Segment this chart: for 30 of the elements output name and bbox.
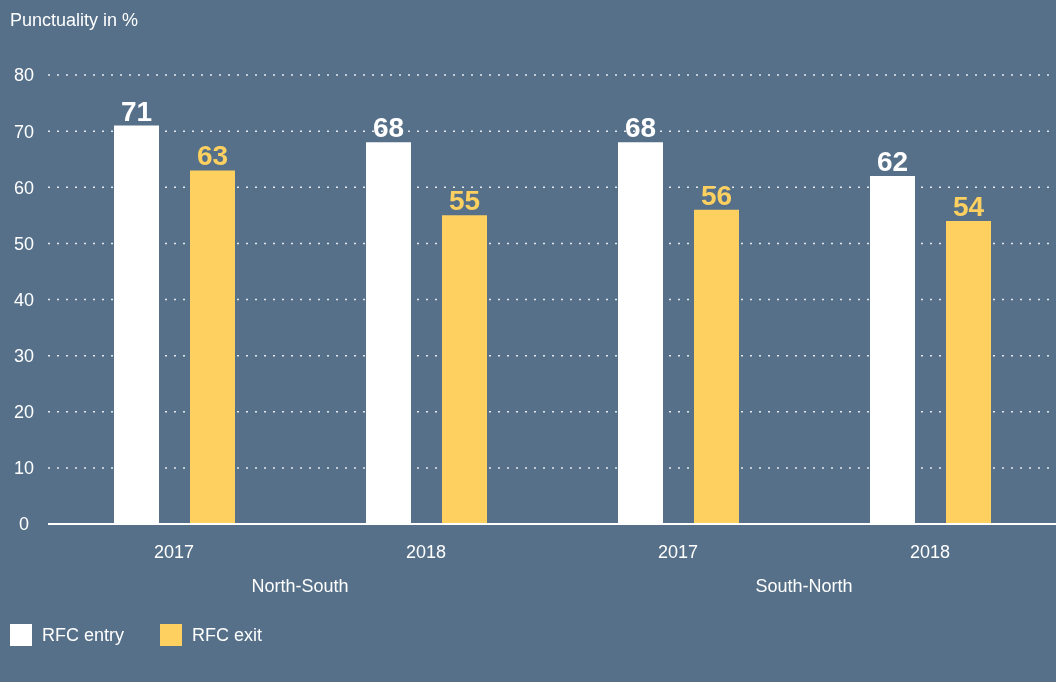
x-tick-label: 2018 bbox=[909, 542, 951, 562]
data-label: 56 bbox=[700, 179, 733, 211]
bar bbox=[442, 215, 487, 524]
data-label: 68 bbox=[372, 112, 405, 144]
y-tick-label: 60 bbox=[13, 177, 35, 198]
data-label: 55 bbox=[448, 185, 481, 217]
chart-title: Punctuality in % bbox=[10, 10, 139, 31]
bar bbox=[190, 170, 235, 524]
x-tick-label: 2017 bbox=[153, 542, 195, 562]
y-tick-label: 20 bbox=[13, 402, 35, 423]
data-label: 54 bbox=[952, 190, 985, 222]
data-label: 62 bbox=[876, 146, 909, 178]
x-tick-label: 2018 bbox=[405, 542, 447, 562]
text: North-South bbox=[251, 576, 349, 596]
y-tick-label: 50 bbox=[13, 233, 35, 254]
data-label: 71 bbox=[120, 95, 153, 127]
data-label: 63 bbox=[196, 140, 229, 172]
x-tick-label: 2017 bbox=[657, 542, 699, 562]
bar bbox=[694, 209, 739, 524]
y-tick-label: 10 bbox=[13, 458, 35, 479]
y-tick-label: 70 bbox=[13, 121, 35, 142]
y-tick-label: 40 bbox=[13, 289, 35, 310]
y-tick-label: 0 bbox=[18, 514, 30, 535]
y-tick-label: 80 bbox=[13, 65, 35, 86]
legend-label: RFC exit bbox=[191, 624, 263, 646]
data-label: 68 bbox=[624, 112, 657, 144]
text: South-North bbox=[755, 576, 853, 596]
bar bbox=[946, 220, 991, 524]
y-tick-label: 30 bbox=[13, 346, 35, 367]
legend-label: RFC entry bbox=[41, 624, 125, 646]
